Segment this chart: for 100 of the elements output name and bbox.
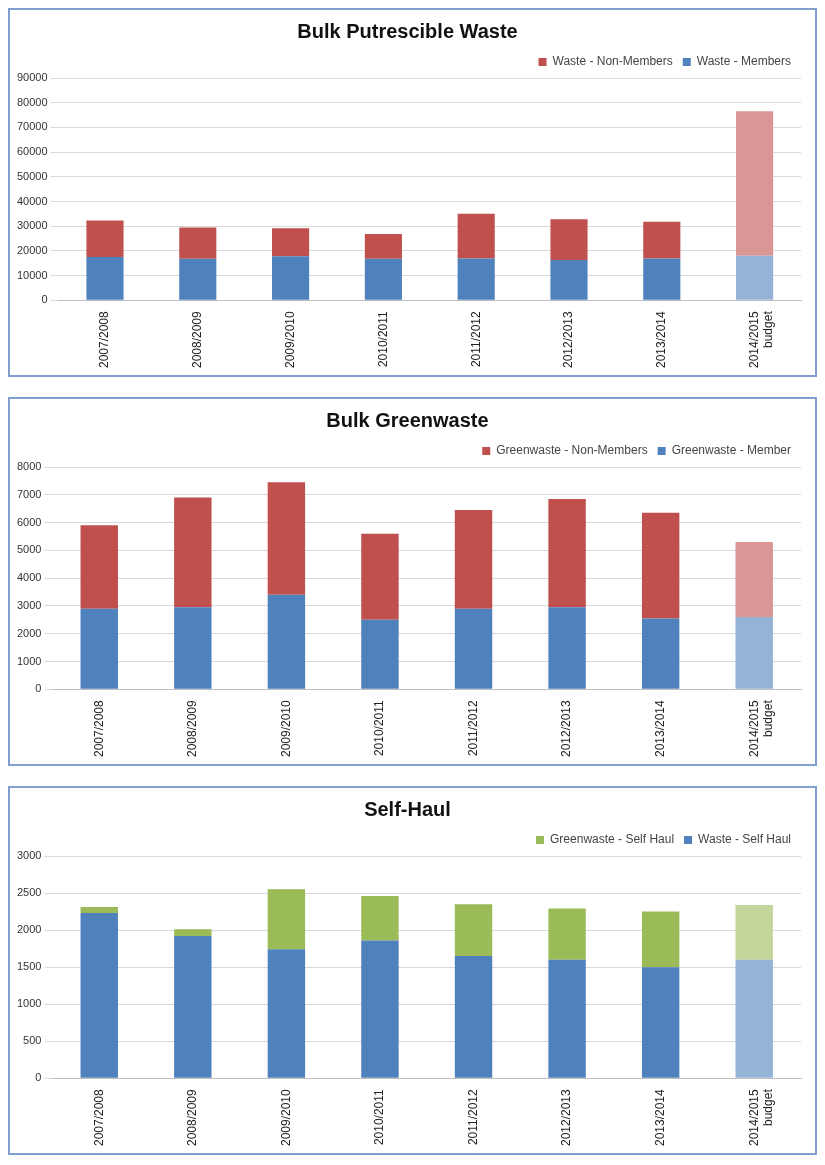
y-tick-label: 0 [35,682,42,695]
bar [735,542,773,618]
y-tick-label: 2000 [16,626,42,639]
bar [179,227,217,259]
bar [735,617,773,689]
x-tick-label: 2007/2008 [91,699,106,758]
bar [454,608,493,689]
bar [454,956,493,1078]
bar [174,929,212,937]
bar [267,594,306,689]
y-tick-label: 1000 [16,654,42,667]
x-tick-label: 2013/2014 [652,1088,667,1147]
x-tick-label: 2008/2009 [185,1088,200,1147]
bar [272,228,310,257]
y-tick-label: 8000 [16,460,42,473]
y-tick-label: 6000 [16,515,42,528]
y-tick-label: 10000 [16,268,48,281]
y-tick-label: 0 [35,1071,42,1084]
bar [361,619,399,689]
y-tick-label: 40000 [16,194,48,207]
bar [364,234,402,259]
bar [361,940,399,1078]
legend-label: Waste - Self Haul [698,832,791,847]
x-tick-label: 2007/2008 [91,1088,106,1147]
bar [267,482,306,595]
y-tick-label: 2500 [16,886,42,899]
bar [548,908,586,960]
bar [86,220,124,258]
legend-label: Waste - Members [696,54,792,69]
bar [548,498,586,608]
x-tick-label: 2008/2009 [185,699,200,758]
y-tick-label: 500 [23,1034,42,1047]
y-tick-label: 90000 [16,71,48,84]
y-tick-label: 1500 [16,960,42,973]
chart-title: Bulk Putrescible Waste [297,19,518,42]
y-tick-label: 1000 [16,997,42,1010]
x-tick-label: 2011/2012 [465,699,480,757]
bar [641,911,680,968]
chart-title: Bulk Greenwaste [326,408,489,431]
bar [643,221,681,259]
y-tick-label: 60000 [16,145,48,158]
y-tick-label: 30000 [16,219,48,232]
y-tick-label: 3000 [16,849,42,862]
legend-label: Greenwaste - Self Haul [550,832,675,847]
x-tick-label: 2014/2015 budget [746,699,775,758]
bar [548,959,586,1078]
bar [735,904,773,960]
bar [361,896,399,941]
bar [179,258,217,300]
x-tick-label: 2008/2009 [190,310,205,369]
bar [174,936,212,1078]
x-tick-label: 2011/2012 [465,1088,480,1146]
y-tick-label: 3000 [16,598,42,611]
x-tick-label: 2010/2011 [372,1088,387,1146]
x-tick-label: 2010/2011 [375,310,390,368]
x-tick-label: 2014/2015 budget [746,310,776,369]
bar [736,111,774,256]
x-tick-label: 2009/2010 [278,699,293,758]
bar [80,913,118,1078]
y-tick-label: 20000 [16,243,48,256]
chart-title: Self-Haul [364,797,451,820]
bar [735,959,773,1078]
y-tick-label: 70000 [16,120,48,133]
bar [267,949,306,1078]
bar [174,497,212,608]
x-tick-label: 2012/2013 [559,1088,574,1147]
y-tick-label: 0 [41,293,48,306]
bar [457,213,495,259]
x-tick-label: 2013/2014 [652,699,667,758]
bar [364,258,402,300]
x-tick-label: 2007/2008 [97,310,112,369]
bar [641,967,680,1078]
bar [550,260,588,300]
bar [174,607,212,689]
y-tick-label: 50000 [16,169,48,182]
bar [643,258,681,300]
bar [267,889,306,950]
x-tick-label: 2013/2014 [654,310,669,369]
bar [80,525,118,609]
x-tick-label: 2010/2011 [372,699,387,757]
bar [457,258,495,300]
x-tick-label: 2009/2010 [282,310,297,369]
y-tick-label: 7000 [16,487,42,500]
bar [80,608,118,689]
bar [454,510,493,609]
y-tick-label: 4000 [16,571,42,584]
bar [736,255,774,300]
y-tick-label: 2000 [16,923,42,936]
x-tick-label: 2011/2012 [468,310,483,368]
bar [641,618,680,689]
legend-label: Greenwaste - Non-Members [496,443,648,458]
bar [80,907,118,914]
bar [550,219,588,261]
bar [548,607,586,689]
bar [641,512,680,619]
legend-label: Greenwaste - Member [671,443,791,458]
x-tick-label: 2014/2015 budget [746,1088,775,1147]
bar [454,904,493,957]
legend-label: Waste - Non-Members [552,54,673,69]
bar [272,256,310,300]
